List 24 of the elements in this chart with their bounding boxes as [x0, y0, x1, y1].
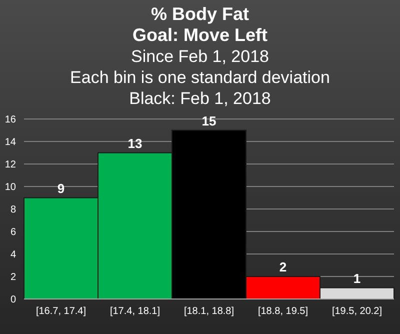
x-tick-label: [16.7, 17.4] [36, 306, 86, 318]
y-tick-label: 6 [10, 227, 16, 238]
y-tick-label: 8 [10, 204, 16, 216]
y-tick-label: 2 [10, 272, 16, 284]
x-tick-label: [18.1, 18.8] [184, 306, 234, 318]
chart-title: % Body Fat [150, 4, 250, 25]
text: Black: Feb 1, 2018 [128, 88, 272, 109]
x-tick-label: [18.8, 19.5] [258, 306, 308, 318]
text: Since Feb 1, 2018 [130, 46, 270, 67]
y-tick-label: 0 [10, 294, 16, 306]
data-label: 2 [279, 260, 287, 274]
text: Each bin is one standard deviation [69, 67, 331, 88]
y-tick-label: 14 [4, 137, 16, 148]
y-tick-label: 10 [4, 182, 16, 194]
data-label: 9 [57, 180, 65, 196]
y-tick-label: 12 [4, 160, 16, 171]
chart-subtitle: Goal: Move Left [131, 25, 268, 46]
data-label: 15 [202, 113, 216, 128]
data-label: 1 [353, 270, 361, 286]
y-tick-label: 16 [4, 114, 16, 126]
x-tick-label: [17.4, 18.1] [110, 306, 160, 318]
data-label: 13 [128, 136, 142, 151]
y-tick-label: 4 [10, 250, 16, 261]
x-tick-label: [19.5, 20.2] [332, 306, 382, 318]
